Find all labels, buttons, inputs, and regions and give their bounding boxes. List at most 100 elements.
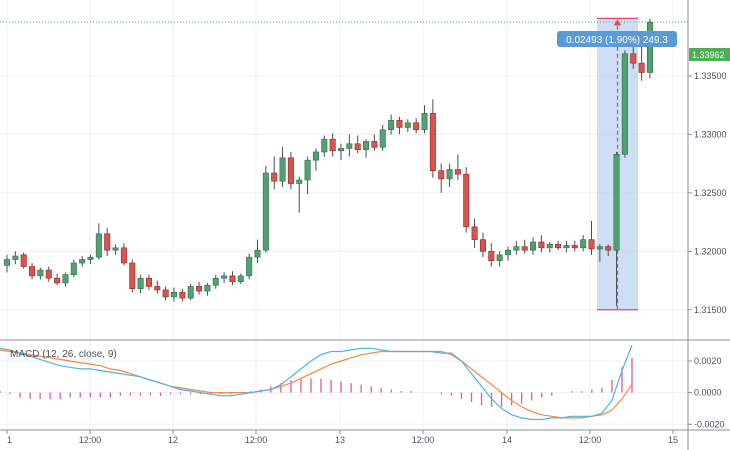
candle <box>471 218 478 248</box>
candle-body <box>20 254 27 267</box>
candle <box>396 116 403 135</box>
candle <box>563 240 570 253</box>
candle <box>120 243 127 266</box>
candle <box>521 239 528 254</box>
candle-body <box>613 154 620 251</box>
candle <box>54 273 61 286</box>
price-axis[interactable]: 1.31500 1.32000 1.32500 1.33000 1.33500 <box>688 71 727 315</box>
candle <box>454 154 461 181</box>
candle-body <box>563 245 570 249</box>
candle-body <box>396 120 403 128</box>
candle-body <box>530 241 537 251</box>
candle <box>229 271 236 286</box>
candle <box>12 251 19 265</box>
candle <box>271 156 278 190</box>
candle <box>438 163 445 193</box>
candle-body <box>479 239 486 252</box>
candle <box>279 147 286 188</box>
candle-body <box>237 275 244 283</box>
candle-body <box>279 157 286 182</box>
candle <box>513 240 520 255</box>
candle-body <box>204 284 211 292</box>
candle <box>463 167 470 233</box>
candle-body <box>271 172 278 182</box>
time-tick-label: 15 <box>668 435 678 445</box>
measure-arrow-head <box>613 19 622 26</box>
candle <box>196 281 203 295</box>
candle-body <box>54 277 61 284</box>
candle-body <box>621 53 628 155</box>
candle <box>538 234 545 253</box>
candle-body <box>605 246 612 251</box>
candle-body <box>513 246 520 251</box>
candle <box>588 220 595 255</box>
candle <box>287 151 294 190</box>
candle <box>605 244 612 257</box>
candle-body <box>229 275 236 283</box>
candle <box>112 244 119 255</box>
candle-body <box>95 233 102 258</box>
candle <box>154 280 161 294</box>
time-tick-label: 1 <box>7 435 12 445</box>
candle-body <box>413 122 420 131</box>
candle-body <box>596 246 603 250</box>
candle-body <box>70 262 77 276</box>
candle <box>20 252 27 269</box>
candle <box>388 114 395 135</box>
price-tick-label: 1.31500 <box>694 305 727 315</box>
time-axis[interactable]: 1 12:00 12 12:00 13 12:00 14 12:00 15 <box>6 430 678 445</box>
candle-body <box>112 247 119 251</box>
candle-body <box>429 113 436 171</box>
candle <box>429 99 436 178</box>
candle <box>104 227 111 257</box>
candle-body <box>104 233 111 251</box>
candle <box>346 134 353 157</box>
candle <box>62 272 69 287</box>
candle-body <box>446 169 453 180</box>
candle <box>212 274 219 289</box>
candle <box>504 246 511 261</box>
candle <box>221 272 228 283</box>
candle-body <box>4 259 11 266</box>
candle-body <box>12 255 19 260</box>
candle-body <box>212 277 219 286</box>
macd-title: MACD (12, 26, close, 9) <box>10 349 117 360</box>
candle <box>254 239 261 264</box>
candle-body <box>571 245 578 249</box>
candle-body <box>555 244 562 249</box>
measure-label: 0.02493 (1.90%) 249.3 <box>557 31 677 47</box>
candle-body <box>421 113 428 131</box>
macd-line <box>0 344 633 421</box>
candle-body <box>45 269 52 279</box>
candle-body <box>129 262 136 290</box>
macd-axis[interactable]: 0.0020 0.0000 -0.0020 <box>688 356 725 429</box>
macd-tick-label: 0.0000 <box>694 388 722 398</box>
candle-body <box>137 277 144 290</box>
candle <box>379 125 386 151</box>
candle-body <box>187 286 194 299</box>
candle <box>571 240 578 252</box>
candle <box>187 284 194 301</box>
candle-body <box>504 249 511 256</box>
candle <box>304 156 311 195</box>
time-tick-label: 12 <box>168 435 178 445</box>
price-tick-label: 1.33500 <box>694 71 727 81</box>
candle <box>337 143 344 161</box>
candle-body <box>379 129 386 148</box>
time-tick-label: 12:00 <box>579 435 602 445</box>
candle-body <box>471 226 478 240</box>
candle-body <box>630 53 637 64</box>
candle <box>246 253 253 280</box>
candle-body <box>262 172 269 251</box>
candle-body <box>463 173 470 228</box>
candle <box>179 288 186 302</box>
candle <box>95 223 102 260</box>
time-tick-label: 13 <box>335 435 345 445</box>
candle-body <box>346 143 353 149</box>
time-tick-label: 12:00 <box>245 435 268 445</box>
candle <box>321 135 328 157</box>
candle <box>312 148 319 171</box>
macd-tick-label: 0.0020 <box>694 356 722 366</box>
candle-body <box>29 266 36 277</box>
